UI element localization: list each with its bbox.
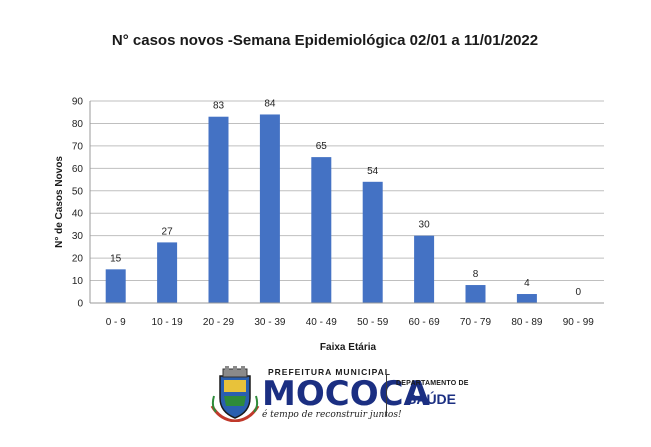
data-label: 30 [419,220,431,231]
y-tick-label: 30 [72,231,84,242]
bar [465,285,486,303]
x-tick-label: 10 - 19 [152,317,184,328]
data-label: 83 [213,101,225,112]
bar [105,269,126,303]
y-tick-label: 40 [72,209,84,220]
bar [311,157,332,303]
x-tick-label: 20 - 29 [203,317,235,328]
data-label: 65 [316,141,328,152]
x-axis-ticks: 0 - 9 10 - 19 20 - 29 30 - 39 40 - 49 50 - 59… [106,317,595,328]
bar [259,114,280,303]
x-tick-label: 0 - 9 [106,317,126,328]
x-tick-label: 60 - 69 [409,317,441,328]
y-tick-label: 0 [77,299,83,310]
x-axis-label: Faixa Etária [320,342,377,353]
x-tick-label: 80 - 89 [511,317,543,328]
chart-title: N° casos novos -Semana Epidemiológica 02… [112,32,538,49]
bar [157,242,178,303]
footer-logo: PREFEITURA MUNICIPAL MOCOCA é tempo de r… [0,360,651,447]
municipal-crest-icon [210,366,260,422]
y-tick-label: 80 [72,119,84,130]
y-tick-label: 90 [72,97,84,108]
x-tick-label: 70 - 79 [460,317,492,328]
x-tick-label: 90 - 99 [563,317,595,328]
department-name: SAÚDE [407,391,457,407]
y-tick-label: 10 [72,276,84,287]
bars [105,114,537,303]
y-tick-label: 50 [72,186,84,197]
y-axis-ticks: 0 10 20 30 40 50 60 70 80 90 [72,97,84,310]
bar [362,181,383,303]
bar-chart: N° casos novos -Semana Epidemiológica 02… [54,32,604,353]
brand-name: MOCOCA [262,374,430,414]
footer-divider [386,374,387,416]
bar [208,116,229,303]
y-tick-label: 70 [72,141,84,152]
brand-slogan: é tempo de reconstruir juntos! [262,410,402,420]
department-label: DEPARTAMENTO DE [396,380,469,387]
data-label: 27 [162,226,174,237]
y-tick-label: 20 [72,254,84,265]
data-label: 0 [576,287,582,298]
x-tick-label: 40 - 49 [306,317,338,328]
data-label: 54 [367,166,379,177]
bar [516,294,537,303]
data-label: 15 [110,253,122,264]
data-label: 4 [524,278,530,289]
bar [414,235,435,303]
x-tick-label: 50 - 59 [357,317,389,328]
x-tick-label: 30 - 39 [254,317,286,328]
prefeitura-label: PREFEITURA MUNICIPAL [268,367,391,377]
y-tick-label: 60 [72,164,84,175]
data-label: 84 [264,98,276,109]
data-label: 8 [473,269,479,280]
y-axis-label: N° de Casos Novos [54,156,65,248]
